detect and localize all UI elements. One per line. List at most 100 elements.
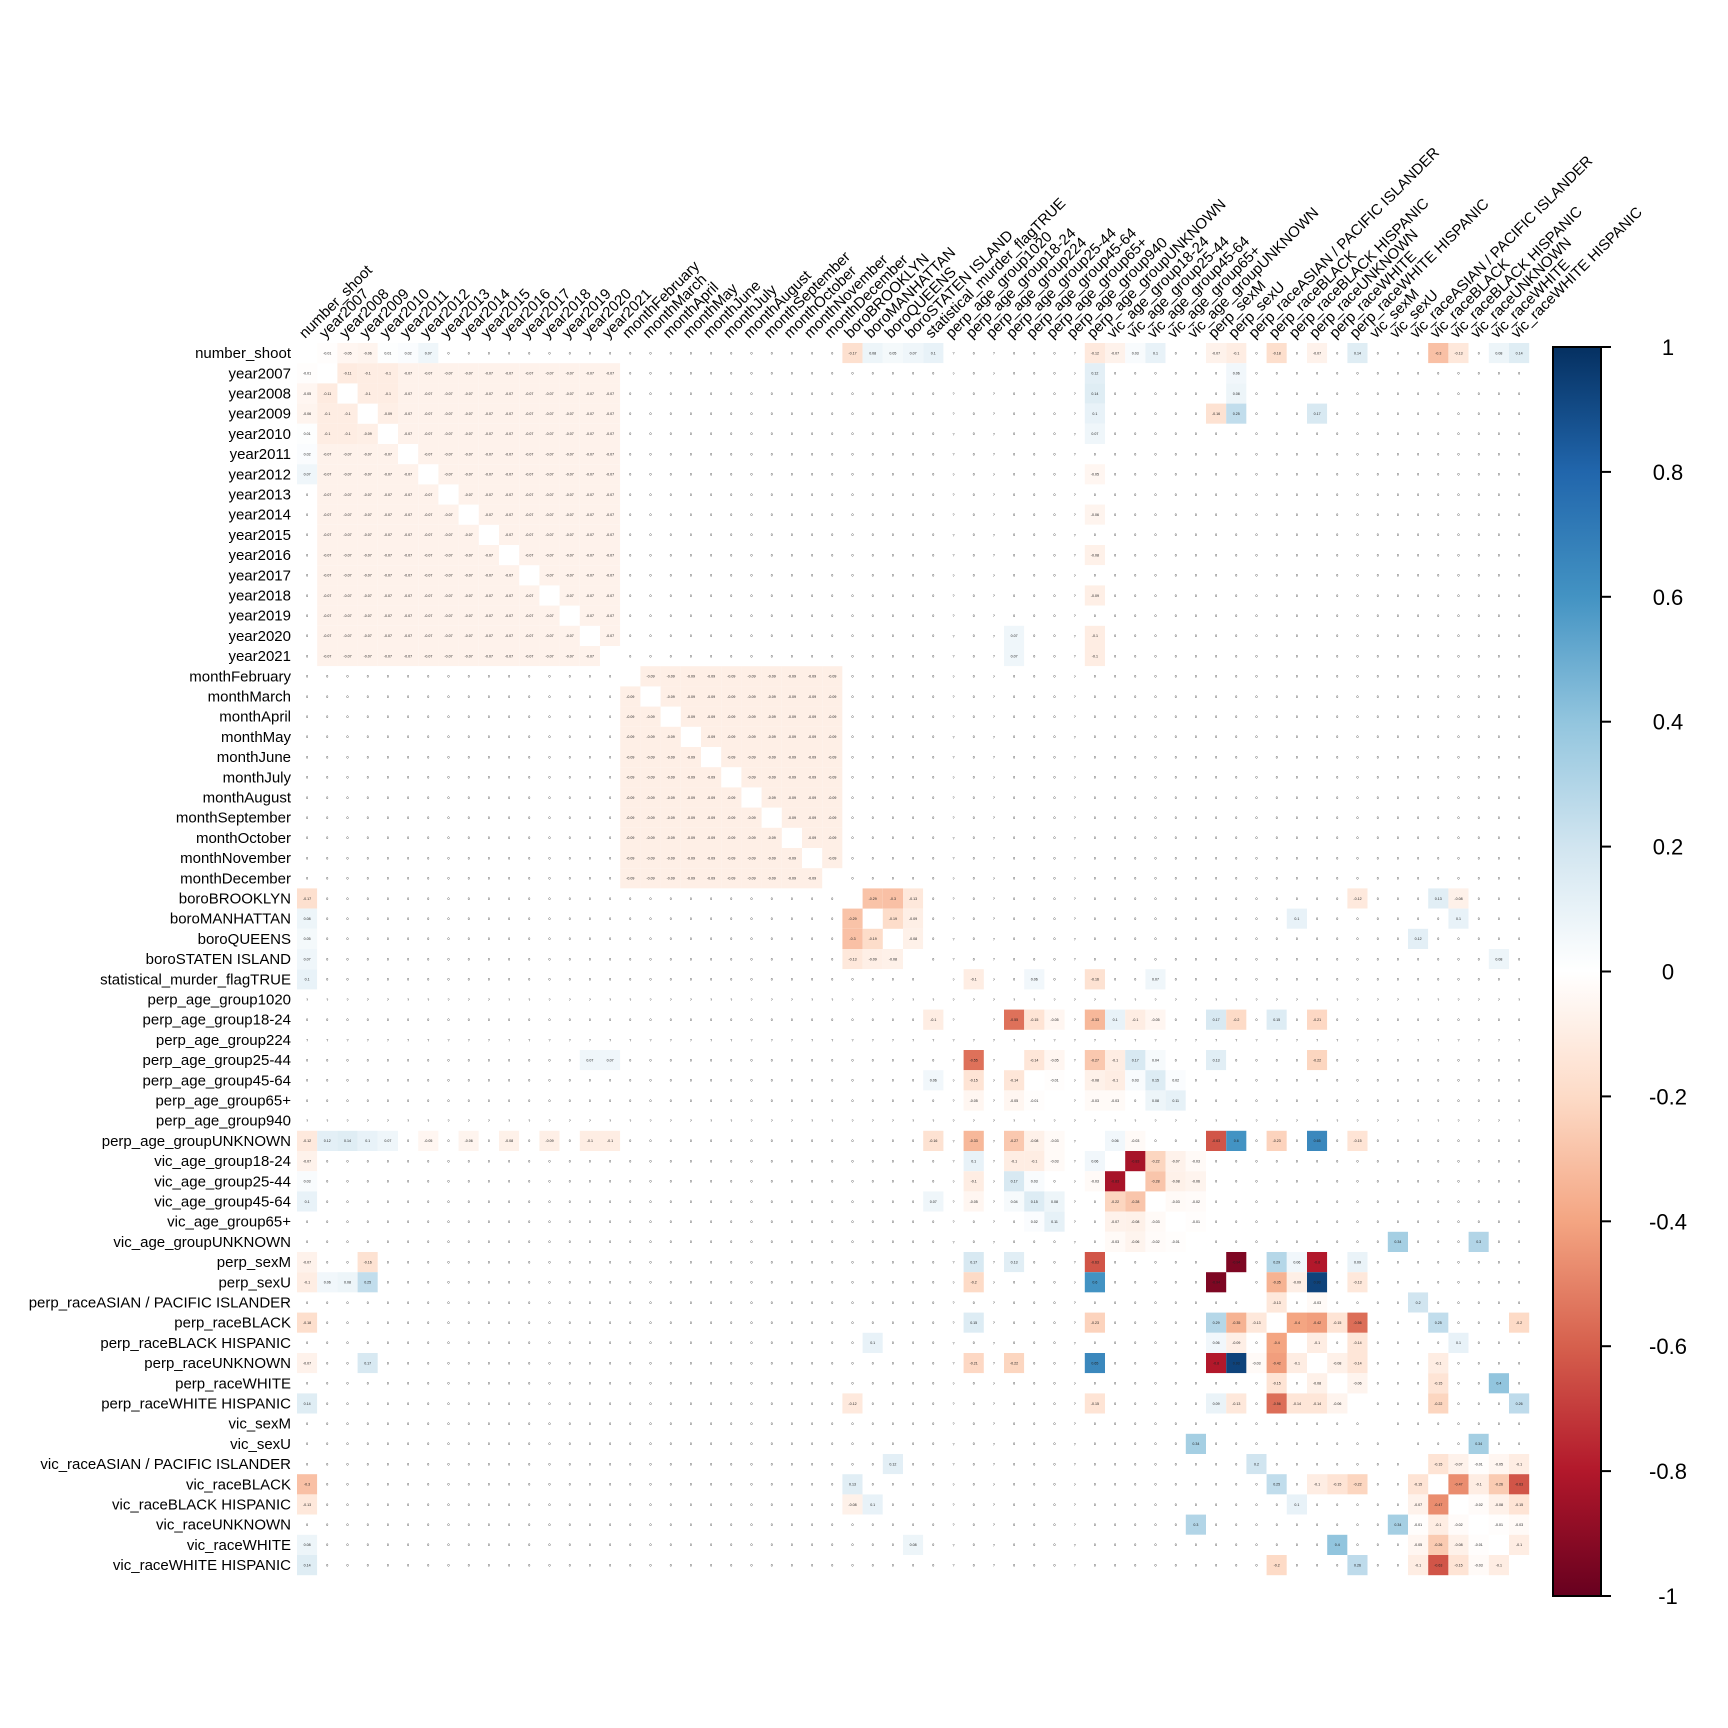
cell-label: 0: [1458, 776, 1460, 780]
cell-label: -0.09: [667, 776, 675, 780]
cell-label: -0.07: [545, 372, 553, 376]
heatmap-cell: 0: [1509, 363, 1530, 384]
cell-label: 0: [1377, 735, 1379, 739]
cell-fill: [761, 464, 782, 485]
heatmap-cell: -0.07: [317, 504, 338, 525]
heatmap-cell: 0: [1367, 504, 1388, 525]
cell-fill: [418, 444, 439, 465]
heatmap-cell: 0: [1004, 686, 1025, 707]
heatmap-cell: 0: [1347, 767, 1368, 788]
cell-label: 0: [791, 473, 793, 477]
cell-label: 0: [1377, 776, 1379, 780]
cell-fill: [741, 363, 762, 384]
heatmap-cell: 0: [761, 524, 782, 545]
cell-label: 0: [1498, 533, 1500, 537]
heatmap-cell: 0: [1125, 464, 1146, 485]
cell-label: 0: [1276, 654, 1278, 658]
cell-label: 0: [1518, 897, 1520, 901]
cell-label: 0: [1134, 695, 1136, 699]
cell-label: 0: [973, 695, 975, 699]
cell-label: 0: [448, 735, 450, 739]
heatmap-cell: -0.1: [1226, 343, 1247, 364]
heatmap-cell: 0.02: [398, 343, 419, 364]
cell-label: 0: [1276, 372, 1278, 376]
cell-label: -0.09: [687, 776, 695, 780]
heatmap-cell: 0: [1004, 807, 1025, 828]
cell-fill: [579, 504, 600, 525]
cell-label: 0: [650, 392, 652, 396]
cell-label: 0: [771, 614, 773, 618]
cell-label: 0: [1013, 776, 1015, 780]
heatmap-cell: -0.09: [761, 767, 782, 788]
heatmap-cell: 0: [1387, 747, 1408, 768]
heatmap-cell: 0: [1488, 524, 1509, 545]
cell-label: 0: [751, 351, 753, 355]
cell-label: 0: [932, 574, 934, 578]
cell-fill: [721, 423, 742, 444]
cell-label: -0.09: [788, 755, 796, 759]
cell-label: -0.07: [384, 553, 392, 557]
cell-fill: [1084, 363, 1105, 384]
heatmap-cell: 0: [1024, 767, 1045, 788]
heatmap-cell: 0: [1367, 868, 1388, 889]
heatmap-cell: 0: [1226, 545, 1247, 566]
heatmap-cell: 0: [741, 484, 762, 505]
heatmap-cell: 0: [882, 767, 903, 788]
cell-label: 0: [751, 452, 753, 456]
cell-label: 0: [811, 897, 813, 901]
heatmap-cell: 0: [1246, 444, 1267, 465]
cell-label: 0: [1175, 372, 1177, 376]
cell-label: 0: [1033, 392, 1035, 396]
heatmap-cell: 0: [438, 787, 459, 808]
cell-label: 0: [892, 695, 894, 699]
cell-label: 0: [1256, 553, 1258, 557]
cell-fill: [1206, 343, 1227, 364]
heatmap-cell: -0.09: [781, 747, 802, 768]
cell-label: 0.03: [1132, 351, 1139, 355]
heatmap-cell: 0: [559, 827, 580, 848]
cell-fill: [721, 403, 742, 424]
heatmap-cell: 0: [1428, 524, 1449, 545]
heatmap-cell: 0: [1387, 605, 1408, 626]
heatmap-cell: -0.07: [398, 403, 419, 424]
cell-fill: [741, 444, 762, 465]
cell-fill: [1509, 403, 1530, 424]
cell-label: 0: [852, 755, 854, 759]
cell-label: -0.09: [768, 796, 776, 800]
heatmap-cell: -0.09: [660, 666, 681, 687]
cell-fill: [398, 343, 419, 364]
cell-label: 0: [407, 816, 409, 820]
cell-fill: [1246, 343, 1267, 364]
cell-fill: [317, 524, 338, 545]
heatmap-cell: 0: [1226, 888, 1247, 909]
heatmap-cell: 0: [721, 383, 742, 404]
cell-label: 0: [912, 695, 914, 699]
cell-label: 0: [1155, 796, 1157, 800]
heatmap-cell: 0: [963, 484, 984, 505]
cell-fill: [1044, 383, 1065, 404]
heatmap-cell: 0: [1024, 787, 1045, 808]
heatmap-cell: 0: [1246, 827, 1267, 848]
cell-label: 0: [1296, 351, 1298, 355]
cell-label: 0: [1114, 695, 1116, 699]
heatmap-cell: 0: [1327, 343, 1348, 364]
heatmap-cell: 0: [1266, 706, 1287, 727]
cell-label: -0.07: [525, 412, 533, 416]
cell-fill: [579, 464, 600, 485]
cell-label: 0: [1498, 836, 1500, 840]
heatmap-cell: -0.07: [458, 625, 479, 646]
heatmap-cell: 0: [1246, 747, 1267, 768]
heatmap-cell: 0: [761, 464, 782, 485]
cell-label: 0: [347, 715, 349, 719]
heatmap-cell: -0.07: [519, 545, 540, 566]
cell-label: 0: [407, 735, 409, 739]
cell-fill: [499, 383, 520, 404]
cell-label: 0: [1155, 856, 1157, 860]
cell-fill: [1165, 343, 1186, 364]
cell-label: -0.07: [505, 533, 513, 537]
cell-label: 0: [1437, 493, 1439, 497]
cell-fill: [781, 484, 802, 505]
cell-label: -0.05: [1091, 473, 1099, 477]
cell-fill: [1448, 444, 1469, 465]
cell-fill: [458, 464, 479, 485]
